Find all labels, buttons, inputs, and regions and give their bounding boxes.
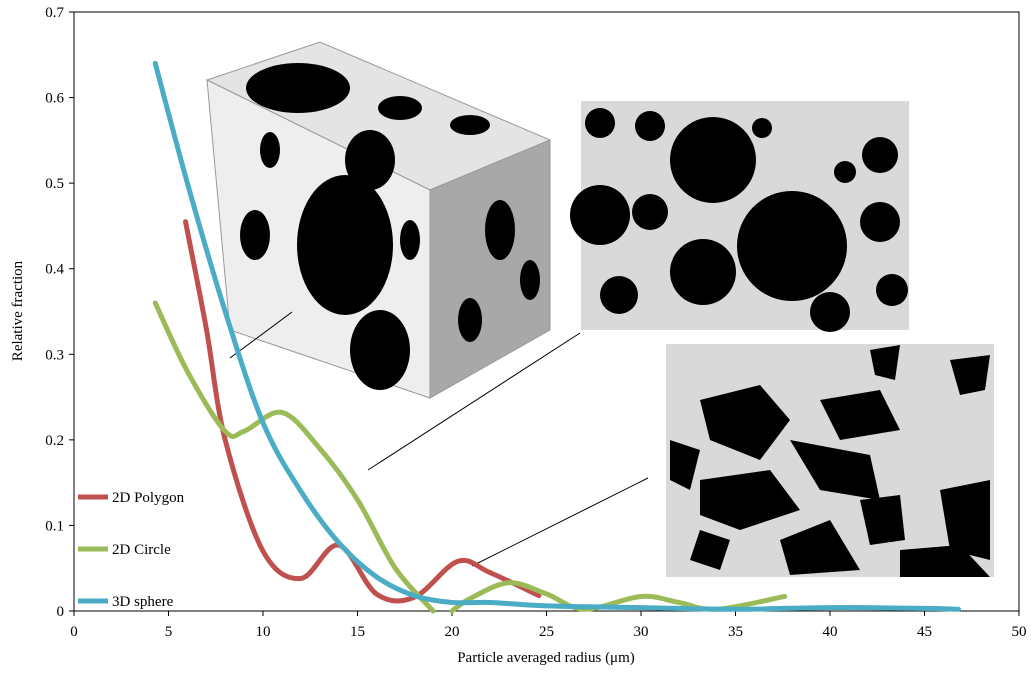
x-tick-label: 5	[165, 624, 173, 640]
series-line	[183, 219, 542, 604]
y-tick-label: 0.1	[45, 518, 64, 534]
inset-polygons	[666, 344, 994, 577]
x-tick-label: 25	[539, 624, 554, 640]
x-axis-label: Particle averaged radius (μm)	[457, 650, 635, 666]
leader-line	[367, 332, 581, 471]
y-tick-label: 0.2	[45, 433, 64, 449]
leader-line	[229, 311, 293, 359]
x-tick-label: 45	[917, 624, 932, 640]
legend-label: 2D Circle	[112, 542, 171, 558]
x-tick-label: 10	[256, 624, 271, 640]
inset-3d	[205, 41, 552, 399]
y-tick-label: 0.7	[45, 5, 64, 21]
x-tick-label: 50	[1012, 624, 1027, 640]
y-axis-label: Relative fraction	[10, 260, 26, 361]
x-tick-label: 35	[728, 624, 743, 640]
x-tick-label: 30	[634, 624, 649, 640]
y-tick-label: 0.4	[45, 262, 64, 278]
legend-label: 2D Polygon	[112, 490, 185, 506]
y-tick-label: 0.6	[45, 91, 64, 107]
inset-circles	[570, 101, 909, 332]
x-tick-label: 40	[823, 624, 838, 640]
leader-line	[471, 477, 649, 567]
x-tick-label: 15	[350, 624, 365, 640]
y-tick-label: 0.5	[45, 176, 64, 192]
x-tick-label: 0	[70, 624, 78, 640]
y-tick-label: 0.3	[45, 347, 64, 363]
y-tick-label: 0	[57, 604, 65, 620]
legend-label: 3D sphere	[112, 594, 174, 610]
series-line	[152, 60, 962, 612]
x-tick-label: 20	[445, 624, 460, 640]
